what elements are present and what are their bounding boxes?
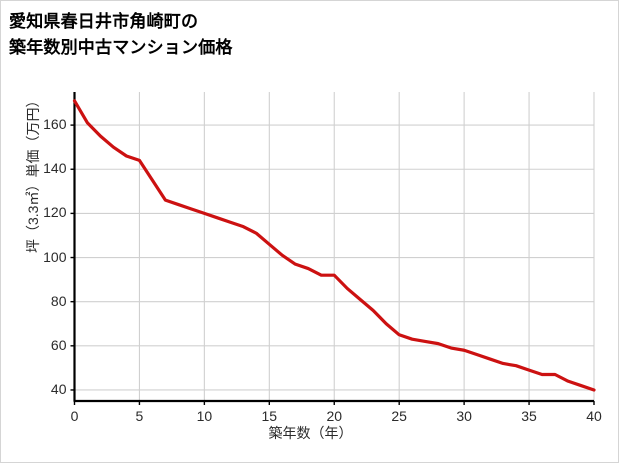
y-axis-title: 坪（3.3㎡）単価（万円） [25, 93, 41, 253]
x-tick-label: 40 [586, 408, 602, 424]
x-tick-label: 30 [456, 408, 472, 424]
x-tick-label: 35 [521, 408, 537, 424]
x-tick-label: 10 [196, 408, 213, 424]
tick-marks [70, 124, 595, 405]
chart-title: 愛知県春日井市角崎町の 築年数別中古マンション価格 [9, 12, 233, 57]
y-tick-label: 100 [43, 248, 67, 265]
y-tick-label: 80 [50, 292, 67, 309]
x-tick-label: 0 [70, 408, 79, 424]
y-tick-label: 40 [50, 380, 67, 397]
x-axis-title: 築年数（年） [268, 425, 353, 441]
price-trend-line [72, 99, 596, 392]
x-tick-label: 5 [135, 408, 144, 424]
y-tick-label: 160 [43, 116, 67, 133]
y-tick-label: 120 [43, 204, 67, 221]
grid-lines [74, 92, 595, 401]
x-tick-label: 25 [391, 408, 407, 424]
y-tick-label: 60 [50, 336, 67, 353]
x-tick-label: 20 [326, 408, 343, 424]
x-tick-label: 15 [261, 408, 278, 424]
y-tick-label: 140 [43, 160, 67, 177]
